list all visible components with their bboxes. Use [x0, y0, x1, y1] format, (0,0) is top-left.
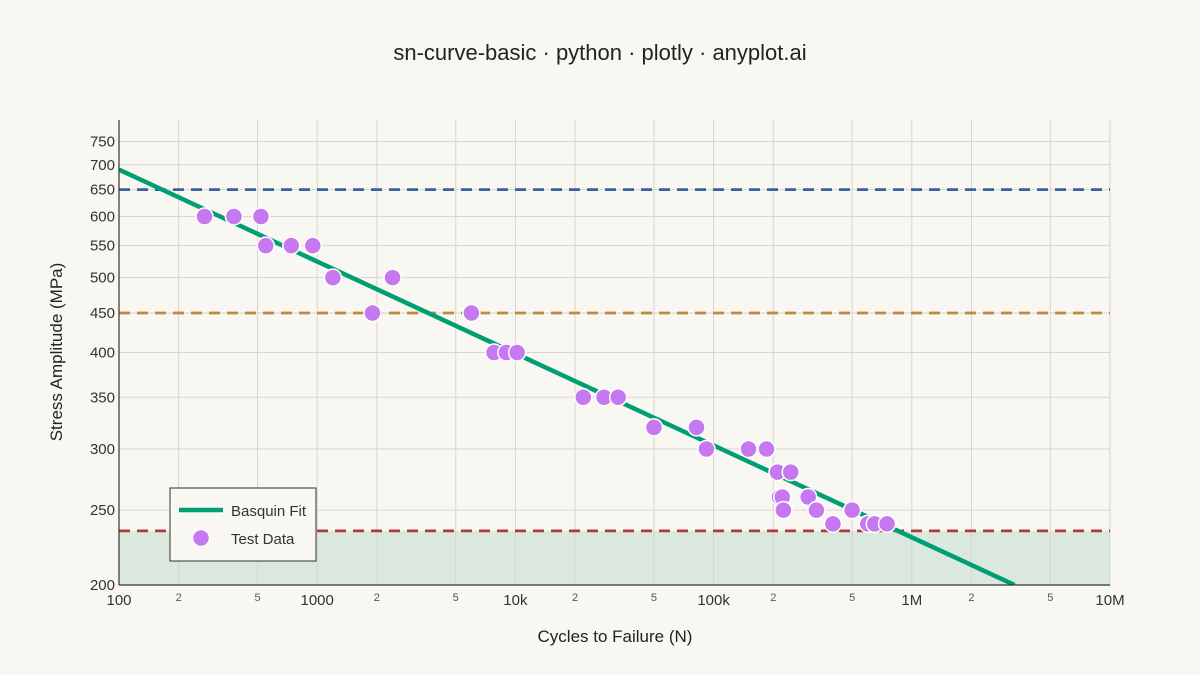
x-minor-tick-label: 2: [176, 592, 182, 604]
x-tick-label: 100k: [697, 592, 730, 609]
legend-label-basquin-fit: Basquin Fit: [231, 503, 307, 520]
x-minor-tick-label: 5: [1047, 592, 1053, 604]
y-tick-label: 350: [90, 389, 115, 406]
y-tick-label: 650: [90, 182, 115, 199]
test-data-point: [195, 207, 214, 226]
x-minor-tick-label: 5: [453, 592, 459, 604]
test-data-point: [807, 500, 826, 520]
y-tick-label: 700: [90, 157, 115, 174]
test-data-point: [574, 388, 593, 407]
test-data-point: [251, 207, 271, 226]
x-tick-label: 10M: [1095, 592, 1124, 609]
chart-title: sn-curve-basic · python · plotly · anypl…: [393, 40, 806, 65]
test-data-point: [842, 500, 862, 520]
y-tick-label: 300: [90, 441, 115, 458]
test-data-point: [757, 439, 776, 459]
legend-label-test-data: Test Data: [231, 531, 295, 548]
y-tick-label: 400: [90, 345, 115, 362]
y-axis-title: Stress Amplitude (MPa): [47, 263, 66, 442]
x-tick-label: 100: [106, 592, 131, 609]
y-tick-label: 200: [90, 577, 115, 594]
x-tick-label: 1M: [901, 592, 922, 609]
x-minor-tick-label: 5: [651, 592, 657, 604]
x-axis-title: Cycles to Failure (N): [538, 627, 693, 646]
test-data-point: [823, 514, 843, 534]
y-tick-label: 750: [90, 134, 115, 151]
test-data-point: [363, 303, 382, 323]
x-tick-label: 10k: [503, 592, 528, 609]
x-tick-label: 1000: [301, 592, 334, 609]
test-data-point: [224, 207, 244, 226]
test-data-point: [798, 487, 818, 507]
test-data-point: [256, 236, 275, 255]
legend-swatch-test-data: [191, 528, 211, 548]
test-data-point: [697, 439, 716, 459]
x-minor-tick-label: 2: [572, 592, 578, 604]
y-tick-label: 600: [90, 208, 115, 225]
y-tick-label: 450: [90, 305, 115, 322]
test-data-point: [877, 514, 897, 534]
test-data-point: [687, 418, 706, 437]
test-data-point: [303, 236, 323, 255]
x-minor-tick-label: 5: [849, 592, 855, 604]
x-minor-tick-label: 2: [770, 592, 776, 604]
test-data-point: [383, 268, 402, 287]
test-data-point: [644, 418, 664, 437]
y-tick-label: 250: [90, 502, 115, 519]
test-data-point: [739, 439, 758, 459]
test-data-point: [462, 303, 481, 323]
x-minor-tick-label: 5: [254, 592, 260, 604]
test-data-point: [774, 500, 793, 520]
test-data-point: [608, 388, 628, 407]
test-data-point: [781, 462, 800, 482]
y-tick-label: 550: [90, 238, 115, 255]
x-minor-tick-label: 2: [374, 592, 380, 604]
y-tick-label: 500: [90, 270, 115, 287]
legend-box: [169, 487, 317, 562]
test-data-point: [507, 343, 527, 362]
legend: Basquin Fit Test Data: [169, 487, 317, 562]
test-data-point: [282, 236, 301, 255]
test-data-point: [323, 268, 343, 287]
x-minor-tick-label: 2: [968, 592, 974, 604]
